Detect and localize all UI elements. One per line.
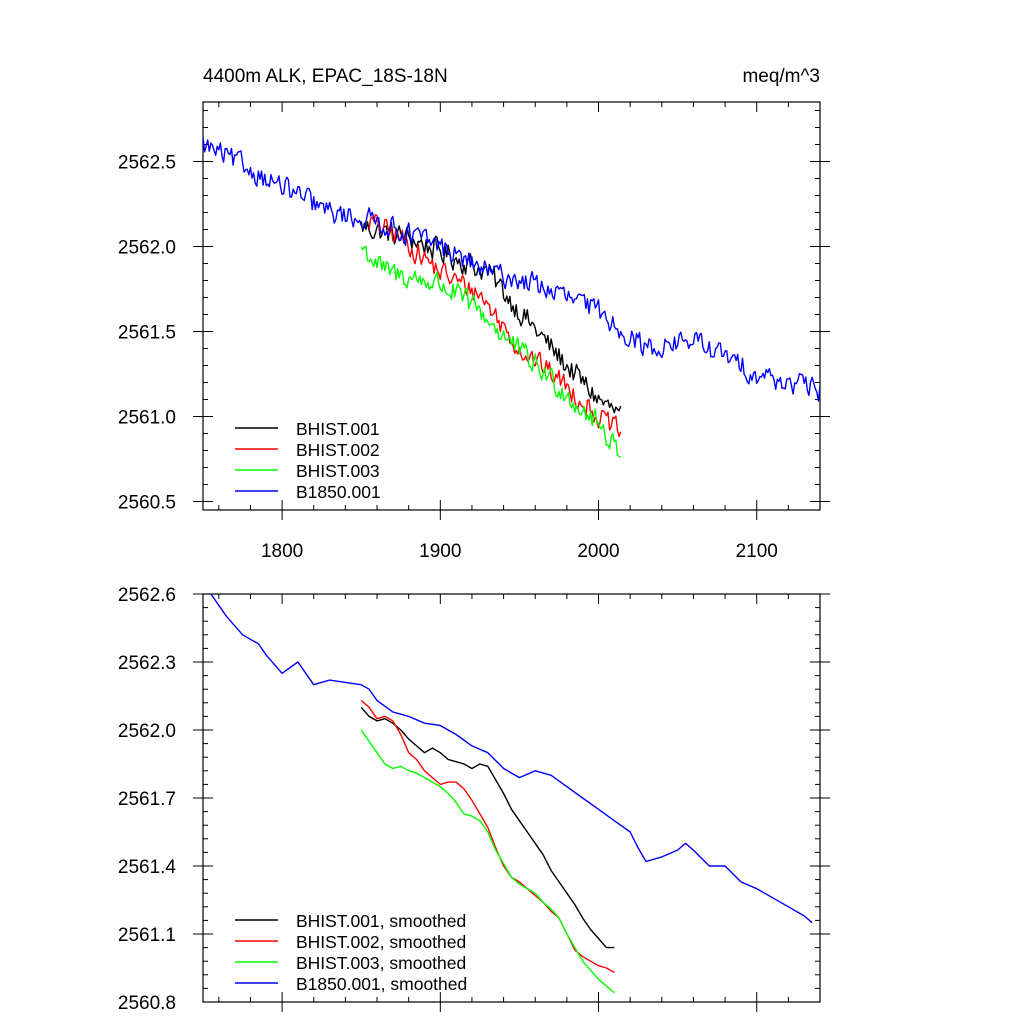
bottom-series-line-bhist-001-smoothed: [360, 706, 615, 949]
top-axis-ticks: 1800 1900 2000 2100 2560.5 2561.0 2561.5 2562.0…: [118, 102, 830, 562]
legend-label-bhist-002-smoothed: BHIST.002, smoothed: [296, 932, 466, 952]
top-plot-series: [203, 137, 820, 458]
y-tick-label: 2560.8: [118, 993, 176, 1014]
x-tick-label: 1800: [261, 541, 303, 562]
y-tick-label: 2561.7: [118, 789, 176, 810]
top-series-line-bhist-002: [368, 213, 622, 438]
top-plot-frame: [202, 101, 821, 511]
bottom-axis-ticks: 2560.8 2561.1 2561.4 2561.7 2562.0 2562.3 2562…: [118, 585, 830, 1014]
y-tick-label: 2560.5: [118, 493, 176, 514]
legend-label-bhist-003: BHIST.003: [296, 461, 380, 481]
y-tick-label: 2561.5: [118, 323, 176, 344]
legend-label-bhist-001: BHIST.001: [296, 419, 380, 439]
bottom-plot-series: [210, 594, 813, 994]
top-series-line-bhist-001: [360, 221, 622, 414]
y-tick-label: 2562.0: [118, 238, 176, 259]
top-units: meq/m^3: [742, 66, 820, 87]
y-tick-label: 2562.5: [118, 153, 176, 174]
legend-label-bhist-001-smoothed: BHIST.001, smoothed: [296, 911, 466, 931]
y-tick-label: 2562.0: [118, 721, 176, 742]
bottom-series-line-bhist-002-smoothed: [360, 699, 615, 974]
y-tick-label: 2562.6: [118, 585, 176, 606]
y-tick-label: 2561.1: [118, 925, 176, 946]
x-tick-label: 2000: [577, 541, 619, 562]
top-title: 4400m ALK, EPAC_18S-18N: [203, 66, 448, 87]
legend-label-bhist-002: BHIST.002: [296, 440, 380, 460]
y-tick-label: 2561.0: [118, 408, 176, 429]
legend-label-b1850-001-smoothed: B1850.001, smoothed: [296, 974, 467, 994]
top-series-line-bhist-003: [360, 245, 621, 458]
bottom-series-line-b1850-001-smoothed: [210, 594, 813, 924]
legend-label-bhist-003-smoothed: BHIST.003, smoothed: [296, 953, 466, 973]
y-tick-label: 2562.3: [118, 653, 176, 674]
y-tick-label: 2561.4: [118, 857, 177, 878]
legend-label-b1850-001: B1850.001: [296, 482, 381, 502]
bottom-panel: 2560.8 2561.1 2561.4 2561.7 2562.0 2562.3 2562…: [118, 585, 830, 1014]
top-series-line-b1850-001: [203, 137, 820, 402]
bottom-series-line-bhist-003-smoothed: [360, 729, 615, 994]
x-tick-label: 2100: [736, 541, 778, 562]
x-tick-label: 1900: [419, 541, 461, 562]
top-panel: 4400m ALK, EPAC_18S-18N meq/m^3 1800 1900…: [118, 66, 830, 562]
